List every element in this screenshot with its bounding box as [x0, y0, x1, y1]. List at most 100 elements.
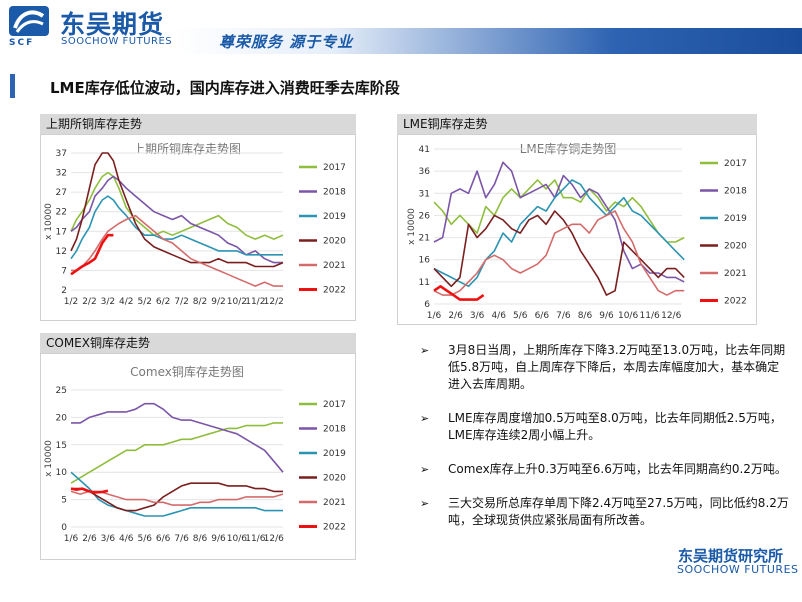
bullet-item: ➢ Comex库存上升0.3万吨至6.6万吨，比去年同期高约0.2万吨。: [418, 461, 790, 478]
x-tick-label: 12/6: [264, 534, 284, 544]
institute-name-en: SOOCHOW FUTURES: [677, 563, 799, 576]
legend-label-2021: 2021: [323, 498, 346, 508]
lme-section-label: LME铜库存走势: [397, 114, 757, 134]
x-tick-label: 6/6: [156, 534, 171, 544]
legend-label-2017: 2017: [323, 400, 346, 410]
series-line-2022: [70, 233, 114, 276]
legend-label-2019: 2019: [724, 214, 747, 224]
bullet-item: ➢ 3月8日当周，上期所库存下降3.2万吨至13.0万吨，比去年同期低5.8万吨…: [418, 342, 790, 393]
x-tick-label: 9/6: [211, 534, 226, 544]
x-tick-label: 11/6: [640, 311, 660, 321]
series-line-2020: [433, 210, 685, 296]
y-axis-label: x 10000: [407, 208, 417, 245]
y-tick-label: 31: [419, 189, 430, 199]
x-tick-label: 8/2: [193, 297, 207, 307]
y-tick-label: 21: [419, 234, 430, 244]
bullet-text: LME库存周度增加0.5万吨至8.0万吨，比去年同期低2.5万吨，LME库存连续…: [448, 411, 782, 442]
y-tick-label: 12: [56, 247, 67, 257]
x-tick-label: 3/6: [470, 311, 485, 321]
arrow-bullet-icon: ➢: [420, 412, 430, 425]
series-line-2021: [433, 210, 685, 296]
slogan: 尊荣服务 源于专业: [219, 33, 354, 51]
comex-chart-svg: Comex铜库存走势图 x 10000 0 5 10 15 20 25 1/6 2/6 3/6 4/6…: [44, 364, 346, 544]
bullet-text: 3月8日当周，上期所库存下降3.2万吨至13.0万吨，比去年同期低5.8万吨，自…: [448, 343, 786, 391]
chart-title: 上期所铜库存走势图: [133, 141, 241, 156]
series-line-2019: [433, 179, 685, 288]
arrow-bullet-icon: ➢: [420, 497, 430, 510]
institute-name: 东吴期货研究所: [678, 547, 784, 565]
y-tick-label: 6: [424, 300, 430, 310]
y-tick-label: 10: [56, 468, 68, 478]
y-tick-label: 25: [56, 386, 67, 396]
legend-label-2018: 2018: [323, 425, 346, 435]
y-tick-label: 32: [56, 169, 67, 179]
x-tick-label: 3/6: [101, 534, 116, 544]
arrow-bullet-icon: ➢: [420, 463, 430, 476]
x-tick-label: 7/2: [174, 297, 188, 307]
y-axis-label: x 10000: [44, 203, 54, 240]
series-line-2017: [433, 179, 685, 243]
company-name-cn: 东吴期货: [60, 10, 165, 39]
page-title: LME库存低位波动，国内库存进入消费旺季去库阶段: [50, 79, 400, 97]
legend-label-2018: 2018: [323, 188, 346, 198]
series-line-2020: [70, 152, 284, 268]
series-line-2018: [70, 175, 283, 264]
shfe-chart: 上期所铜库存走势图 x 10000 2 7 12 17 22 27 32 37 1/2 2/2 3/2 4…: [40, 134, 356, 321]
y-axis-label: x 10000: [44, 440, 54, 477]
chart-title: Comex铜库存走势图: [130, 364, 244, 379]
x-tick-label: 6/2: [156, 297, 170, 307]
y-tick-label: 7: [61, 266, 67, 276]
series-line-2022: [70, 487, 109, 494]
y-tick-label: 27: [56, 188, 67, 198]
bullet-list: ➢ 3月8日当周，上期所库存下降3.2万吨至13.0万吨，比去年同期低5.8万吨…: [418, 342, 790, 546]
legend-label-2022: 2022: [724, 297, 747, 307]
y-tick-label: 17: [56, 227, 67, 237]
series-line-2017: [70, 171, 284, 240]
lme-chart: LME库存铜走势图 x 10000 6 11 16 21 26 31 36 41 1/6 2/6 3/6…: [397, 134, 757, 325]
x-tick-label: 10/6: [227, 534, 247, 544]
y-tick-label: 2: [61, 286, 67, 296]
arrow-bullet-icon: ➢: [420, 344, 430, 357]
x-tick-label: 11/6: [245, 534, 265, 544]
legend-label-2018: 2018: [724, 187, 747, 197]
x-tick-label: 2/6: [448, 311, 463, 321]
title-accent-bar: [10, 74, 15, 98]
y-tick-label: 5: [61, 496, 67, 506]
x-tick-label: 1/6: [427, 311, 442, 321]
y-tick-label: 41: [419, 145, 430, 155]
x-tick-label: 5/2: [137, 297, 151, 307]
y-tick-label: 26: [419, 211, 431, 221]
company-logo-icon: [9, 6, 49, 36]
series-line-2021: [70, 490, 284, 506]
x-tick-label: 7/6: [556, 311, 571, 321]
comex-section-label: COMEX铜库存走势: [40, 333, 356, 353]
series-line-2018: [71, 402, 284, 473]
legend-label-2017: 2017: [724, 159, 747, 169]
x-tick-label: 9/2: [211, 297, 225, 307]
y-tick-label: 16: [419, 256, 431, 266]
x-tick-label: 1/2: [64, 297, 78, 307]
comex-chart: Comex铜库存走势图 x 10000 0 5 10 15 20 25 1/6 2/6 3/6 4/6…: [40, 353, 356, 560]
slogan-band: [175, 28, 802, 54]
legend-label-2019: 2019: [323, 212, 346, 222]
x-tick-label: 4/6: [491, 311, 506, 321]
bullet-text: Comex库存上升0.3万吨至6.6万吨，比去年同期高约0.2万吨。: [448, 462, 787, 476]
x-tick-label: 12/6: [661, 311, 681, 321]
y-tick-label: 22: [56, 208, 67, 218]
header: SCF 东吴期货 SOOCHOW FUTURES 尊荣服务 源于专业: [0, 0, 802, 66]
legend-label-2019: 2019: [323, 449, 346, 459]
shfe-section-label: 上期所铜库存走势: [40, 114, 356, 134]
company-acronym: SCF: [9, 38, 35, 48]
x-tick-label: 11/2: [245, 297, 265, 307]
series-line-2017: [70, 422, 283, 484]
bullet-item: ➢ 三大交易所总库存单周下降2.4万吨至27.5万吨，同比低约8.2万吨，全球现…: [418, 495, 790, 529]
legend-label-2022: 2022: [323, 523, 346, 533]
x-tick-label: 3/2: [101, 297, 115, 307]
y-tick-label: 20: [56, 413, 68, 423]
legend-label-2021: 2021: [724, 269, 747, 279]
y-tick-label: 36: [419, 167, 431, 177]
bullet-text: 三大交易所总库存单周下降2.4万吨至27.5万吨，同比低约8.2万吨，全球现货供…: [448, 496, 789, 527]
y-tick-label: 15: [56, 441, 67, 451]
